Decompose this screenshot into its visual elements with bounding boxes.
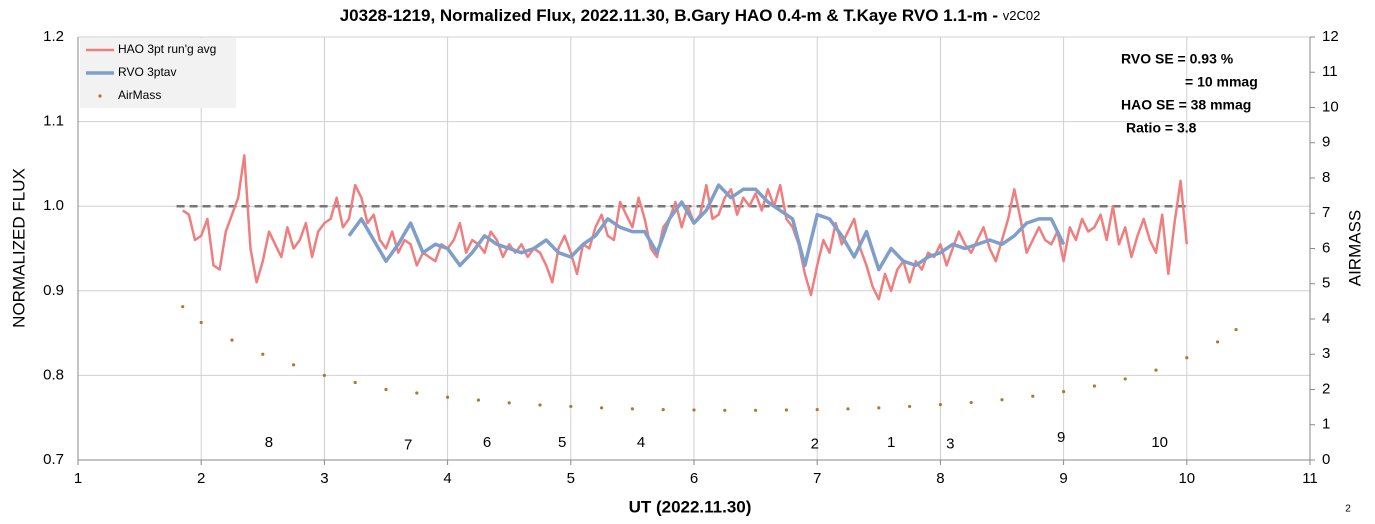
legend-marker: [98, 94, 102, 98]
y-tick-label: 1.2: [43, 28, 64, 45]
y-tick-label: 0.9: [43, 282, 64, 299]
x-tick-label: 9: [1059, 470, 1067, 487]
x-tick-label: 6: [690, 470, 698, 487]
airmass-point: [754, 408, 758, 412]
stats-text: HAO SE = 38 mmag: [1121, 97, 1251, 113]
airmass-point: [630, 407, 635, 411]
x-tick-label: 7: [813, 470, 821, 487]
x-tick-label: 8: [936, 470, 944, 487]
airmass-point: [1123, 377, 1127, 381]
legend-label: HAO 3pt run'g avg: [118, 42, 216, 56]
airmass-point: [199, 320, 203, 325]
airmass-point: [1185, 356, 1189, 360]
series-line: [181, 154, 1189, 301]
y2-tick-label: 1: [1322, 416, 1330, 433]
airmass-point: [569, 404, 573, 409]
airmass-point: [415, 391, 419, 395]
series-line: [347, 183, 1066, 272]
legend-label: RVO 3ptav: [118, 65, 176, 79]
subtitle: v2C02: [1003, 8, 1041, 23]
y2-tick-label: 5: [1322, 275, 1330, 292]
airmass-point: [476, 398, 480, 402]
y2-tick-label: 2: [1322, 380, 1330, 397]
airmass-point: [292, 363, 296, 367]
airmass-point: [384, 387, 388, 392]
annotation: 9: [1057, 429, 1065, 446]
stats-text: RVO SE = 0.93 %: [1121, 51, 1234, 67]
y-tick-label: 1.1: [43, 113, 64, 130]
y-tick-label: 0.8: [43, 366, 64, 383]
airmass-point: [1031, 394, 1035, 398]
airmass-point: [446, 395, 450, 399]
airmass-point: [600, 406, 604, 410]
y2-tick-label: 7: [1322, 204, 1330, 221]
y-tick-label: 0.7: [43, 451, 64, 468]
stats-text: = 10 mmag: [1185, 74, 1258, 90]
airmass-point: [181, 305, 185, 309]
x-tick-label: 2: [197, 470, 205, 487]
y2-tick-label: 6: [1322, 239, 1330, 256]
airmass-point: [1234, 327, 1238, 332]
page-number: 2: [1345, 504, 1351, 515]
y2-tick-label: 12: [1322, 28, 1339, 45]
y2-tick-label: 0: [1322, 451, 1330, 468]
airmass-point: [230, 338, 234, 342]
airmass-point: [507, 401, 511, 405]
airmass-point: [692, 408, 696, 412]
airmass-point: [815, 407, 819, 412]
annotation: 8: [265, 434, 273, 451]
airmass-point: [1062, 390, 1066, 394]
title-main: J0328-1219, Normalized Flux, 2022.11.30,…: [340, 6, 998, 25]
airmass-point: [322, 373, 326, 377]
y2-tick-label: 3: [1322, 345, 1330, 362]
airmass-point: [846, 407, 850, 411]
annotation: 3: [946, 436, 954, 453]
x-tick-label: 1: [74, 470, 82, 487]
airmass-point: [723, 408, 727, 412]
airmass-point: [1092, 384, 1096, 388]
x-tick-label: 5: [567, 470, 575, 487]
y2-tick-label: 8: [1322, 169, 1330, 186]
airmass-point: [969, 400, 973, 405]
airmass-point: [261, 352, 265, 356]
x-tick-label: 10: [1178, 470, 1195, 487]
airmass-point: [784, 408, 789, 412]
x-tick-label: 11: [1302, 470, 1318, 487]
annotation: 5: [558, 434, 566, 451]
y-axis-label: NORMALIZED FLUX: [9, 168, 28, 328]
y2-tick-label: 9: [1322, 134, 1330, 151]
annotation: 2: [811, 436, 819, 453]
airmass-point: [661, 407, 665, 412]
annotation: 4: [637, 434, 645, 451]
airmass-point: [877, 406, 881, 410]
y2-tick-label: 4: [1322, 310, 1330, 327]
annotation: 6: [483, 434, 491, 451]
y2-tick-label: 11: [1322, 63, 1338, 80]
airmass-point: [1154, 368, 1158, 372]
airmass-point: [938, 403, 943, 407]
y2-axis-label: AIRMASS: [1345, 210, 1364, 287]
airmass-point: [1216, 340, 1220, 344]
x-tick-label: 3: [320, 470, 328, 487]
airmass-point: [1000, 398, 1004, 402]
chart-title: J0328-1219, Normalized Flux, 2022.11.30,…: [340, 6, 1041, 25]
airmass-point: [538, 403, 542, 407]
annotation: 10: [1151, 434, 1168, 451]
annotation: 1: [887, 434, 895, 451]
y2-tick-label: 10: [1322, 98, 1339, 115]
legend-label: AirMass: [118, 88, 161, 102]
y-tick-label: 1.0: [43, 197, 64, 214]
x-tick-label: 4: [443, 470, 451, 487]
x-axis-label: UT (2022.11.30): [629, 497, 752, 516]
annotation: 7: [404, 437, 412, 454]
airmass-point: [908, 404, 912, 409]
airmass-point: [353, 380, 357, 385]
stats-text: Ratio = 3.8: [1126, 120, 1197, 136]
